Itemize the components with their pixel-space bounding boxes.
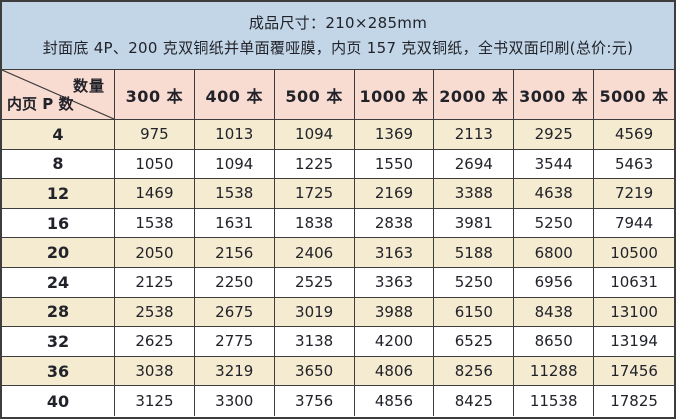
price-cell: 6956 [514, 268, 595, 298]
price-cell: 2156 [194, 238, 275, 268]
price-cell: 3163 [354, 238, 435, 268]
price-cell: 8438 [514, 297, 595, 328]
product-size-title: 成品尺寸：210×285mm [248, 13, 428, 32]
price-cell: 11288 [514, 356, 595, 387]
price-cell: 5250 [434, 268, 515, 298]
price-cell: 2250 [194, 268, 275, 298]
price-cell: 2525 [274, 268, 355, 298]
price-cell: 2113 [434, 120, 515, 150]
price-cell: 2625 [115, 327, 195, 357]
price-cell: 1631 [194, 208, 275, 239]
page-count-cell: 36 [2, 356, 115, 387]
price-cell: 8256 [434, 356, 515, 387]
price-cell: 2125 [115, 268, 195, 298]
price-cell: 1550 [354, 149, 435, 180]
price-cell: 975 [115, 120, 195, 150]
corner-header-cell: 数量 内页 P 数 [2, 70, 115, 120]
column-header-cell: 2000 本 [434, 70, 515, 120]
price-cell: 3019 [274, 297, 355, 328]
price-cell: 3363 [354, 268, 435, 298]
price-cell: 2675 [194, 297, 275, 328]
price-cell: 2694 [434, 149, 515, 180]
price-cell: 13100 [594, 297, 674, 328]
price-cell: 6525 [434, 327, 515, 357]
price-cell: 13194 [594, 327, 674, 357]
price-cell: 1369 [354, 120, 435, 150]
price-cell: 6150 [434, 297, 515, 328]
column-header-cell: 3000 本 [514, 70, 595, 120]
price-cell: 10631 [594, 268, 674, 298]
price-cell: 4856 [354, 386, 435, 416]
price-cell: 10500 [594, 238, 674, 268]
price-cell: 17825 [594, 386, 674, 416]
page-count-cell: 40 [2, 386, 115, 416]
price-cell: 1013 [194, 120, 275, 150]
column-header-cell: 5000 本 [594, 70, 674, 120]
price-cell: 8425 [434, 386, 515, 416]
column-header-cell: 300 本 [115, 70, 195, 120]
title-block: 成品尺寸：210×285mm 封面底 4P、200 克双铜纸并单面覆哑膜，内页 … [2, 2, 674, 70]
price-cell: 3650 [274, 356, 355, 387]
diagonal-divider [2, 70, 114, 119]
price-cell: 1469 [115, 179, 195, 209]
price-cell: 1225 [274, 149, 355, 180]
page-count-cell: 24 [2, 268, 115, 298]
price-grid: 数量 内页 P 数 300 本 400 本 500 本 1000 本 2000 本 300… [2, 70, 674, 416]
column-header-cell: 400 本 [194, 70, 275, 120]
price-cell: 1094 [194, 149, 275, 180]
price-cell: 3125 [115, 386, 195, 416]
price-cell: 4200 [354, 327, 435, 357]
price-cell: 7944 [594, 208, 674, 239]
price-cell: 4638 [514, 179, 595, 209]
price-cell: 17456 [594, 356, 674, 387]
price-cell: 3138 [274, 327, 355, 357]
price-cell: 3981 [434, 208, 515, 239]
quantity-axis-label: 数量 [72, 77, 105, 95]
price-cell: 4806 [354, 356, 435, 387]
page-count-cell: 8 [2, 149, 115, 180]
spec-subtitle: 封面底 4P、200 克双铜纸并单面覆哑膜，内页 157 克双铜纸，全书双面印刷… [42, 38, 634, 57]
price-cell: 8650 [514, 327, 595, 357]
price-cell: 3300 [194, 386, 275, 416]
price-cell: 1725 [274, 179, 355, 209]
price-cell: 1094 [274, 120, 355, 150]
price-cell: 3756 [274, 386, 355, 416]
price-cell: 1538 [194, 179, 275, 209]
price-cell: 2050 [115, 238, 195, 268]
page-count-cell: 4 [2, 120, 115, 150]
price-cell: 11538 [514, 386, 595, 416]
column-header-cell: 1000 本 [354, 70, 435, 120]
page-count-cell: 32 [2, 327, 115, 357]
price-cell: 2775 [194, 327, 275, 357]
price-cell: 1838 [274, 208, 355, 239]
column-header-cell: 500 本 [274, 70, 355, 120]
price-cell: 3388 [434, 179, 515, 209]
price-cell: 3988 [354, 297, 435, 328]
price-cell: 3219 [194, 356, 275, 387]
price-cell: 1050 [115, 149, 195, 180]
page-count-cell: 16 [2, 208, 115, 239]
price-cell: 2925 [514, 120, 595, 150]
price-cell: 2538 [115, 297, 195, 328]
price-cell: 2838 [354, 208, 435, 239]
price-cell: 5188 [434, 238, 515, 268]
page-count-cell: 12 [2, 179, 115, 209]
pages-axis-label: 内页 P 数 [7, 95, 74, 113]
price-cell: 2169 [354, 179, 435, 209]
price-cell: 7219 [594, 179, 674, 209]
price-cell: 4569 [594, 120, 674, 150]
price-cell: 1538 [115, 208, 195, 239]
price-cell: 5463 [594, 149, 674, 180]
price-cell: 3544 [514, 149, 595, 180]
price-cell: 2406 [274, 238, 355, 268]
price-cell: 6800 [514, 238, 595, 268]
price-cell: 3038 [115, 356, 195, 387]
page-count-cell: 28 [2, 297, 115, 328]
page-count-cell: 20 [2, 238, 115, 268]
price-cell: 5250 [514, 208, 595, 239]
